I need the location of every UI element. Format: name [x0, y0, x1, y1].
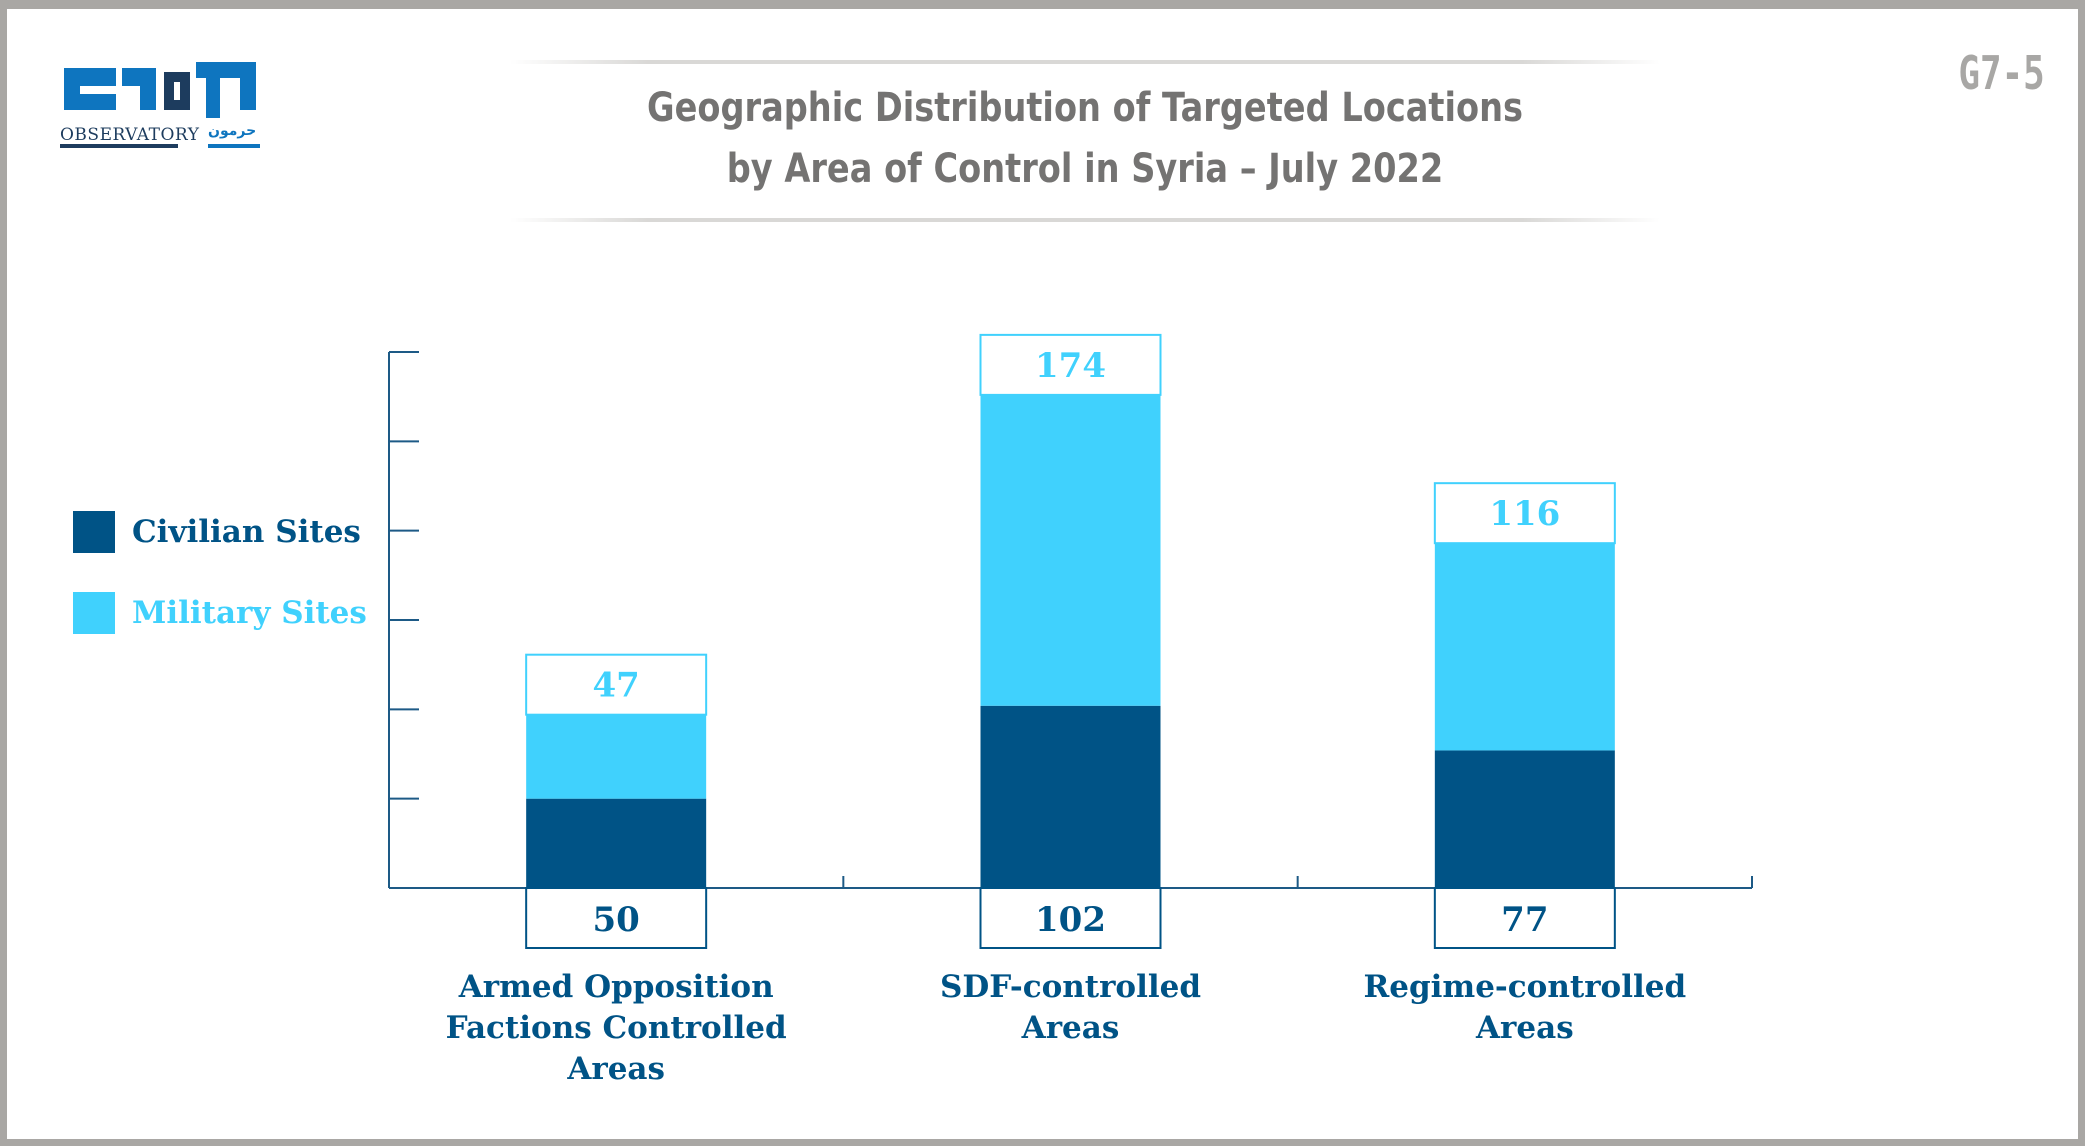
logo-mark	[64, 62, 256, 118]
logo-arabic-text: حرمون	[208, 123, 257, 139]
legend: Civilian Sites Military Sites	[73, 510, 367, 672]
title-rule-bottom	[510, 218, 1660, 222]
bar-military	[1434, 543, 1615, 751]
title-rule-top	[510, 60, 1660, 64]
data-label-box-civilian	[979, 887, 1162, 949]
legend-item-civilian: Civilian Sites	[73, 510, 367, 554]
chart-title-line-2: by Area of Control in Syria – July 2022	[726, 146, 1444, 192]
data-label-box-military	[979, 333, 1162, 396]
bar-civilian	[526, 798, 707, 888]
legend-label-civilian: Civilian Sites	[132, 514, 361, 550]
chart-title-line-1: Geographic Distribution of Targeted Loca…	[646, 85, 1523, 131]
observatory-logo: OBSERVATORY حرمون	[60, 58, 260, 153]
x-tick-label: Areas	[1475, 1010, 1574, 1046]
data-label-military: 174	[1035, 346, 1106, 386]
data-label-civilian: 77	[1501, 900, 1548, 940]
data-label-box-military	[525, 653, 708, 716]
logo-english-text: OBSERVATORY	[60, 125, 200, 145]
chart-title: Geographic Distribution of Targeted Loca…	[644, 78, 1526, 200]
bar-civilian	[1434, 750, 1615, 888]
data-label-box-civilian	[1433, 887, 1616, 949]
data-label-military: 116	[1489, 494, 1560, 534]
logo-underline	[60, 144, 178, 148]
legend-label-military: Military Sites	[132, 595, 367, 631]
chart-code: G7-5	[1958, 46, 2045, 100]
data-label-box-civilian	[525, 887, 708, 949]
bar-civilian	[980, 705, 1161, 888]
data-label-civilian: 102	[1035, 900, 1106, 940]
x-tick-label: Regime-controlled	[1363, 969, 1686, 1005]
x-tick-label: SDF-controlled	[940, 969, 1201, 1005]
legend-item-military: Military Sites	[73, 591, 367, 635]
legend-swatch-civilian	[73, 511, 115, 553]
x-tick-label: Armed Opposition	[458, 969, 774, 1005]
legend-swatch-military	[73, 592, 115, 634]
x-tick-label: Factions Controlled	[446, 1010, 787, 1046]
data-label-military: 47	[593, 666, 640, 706]
data-label-civilian: 50	[593, 900, 640, 940]
bar-military	[980, 394, 1161, 706]
data-label-box-military	[1433, 482, 1616, 545]
logo-underline-accent	[208, 144, 260, 148]
x-tick-label: Areas	[1021, 1010, 1120, 1046]
bar-military	[526, 714, 707, 799]
x-tick-label: Areas	[566, 1051, 665, 1087]
